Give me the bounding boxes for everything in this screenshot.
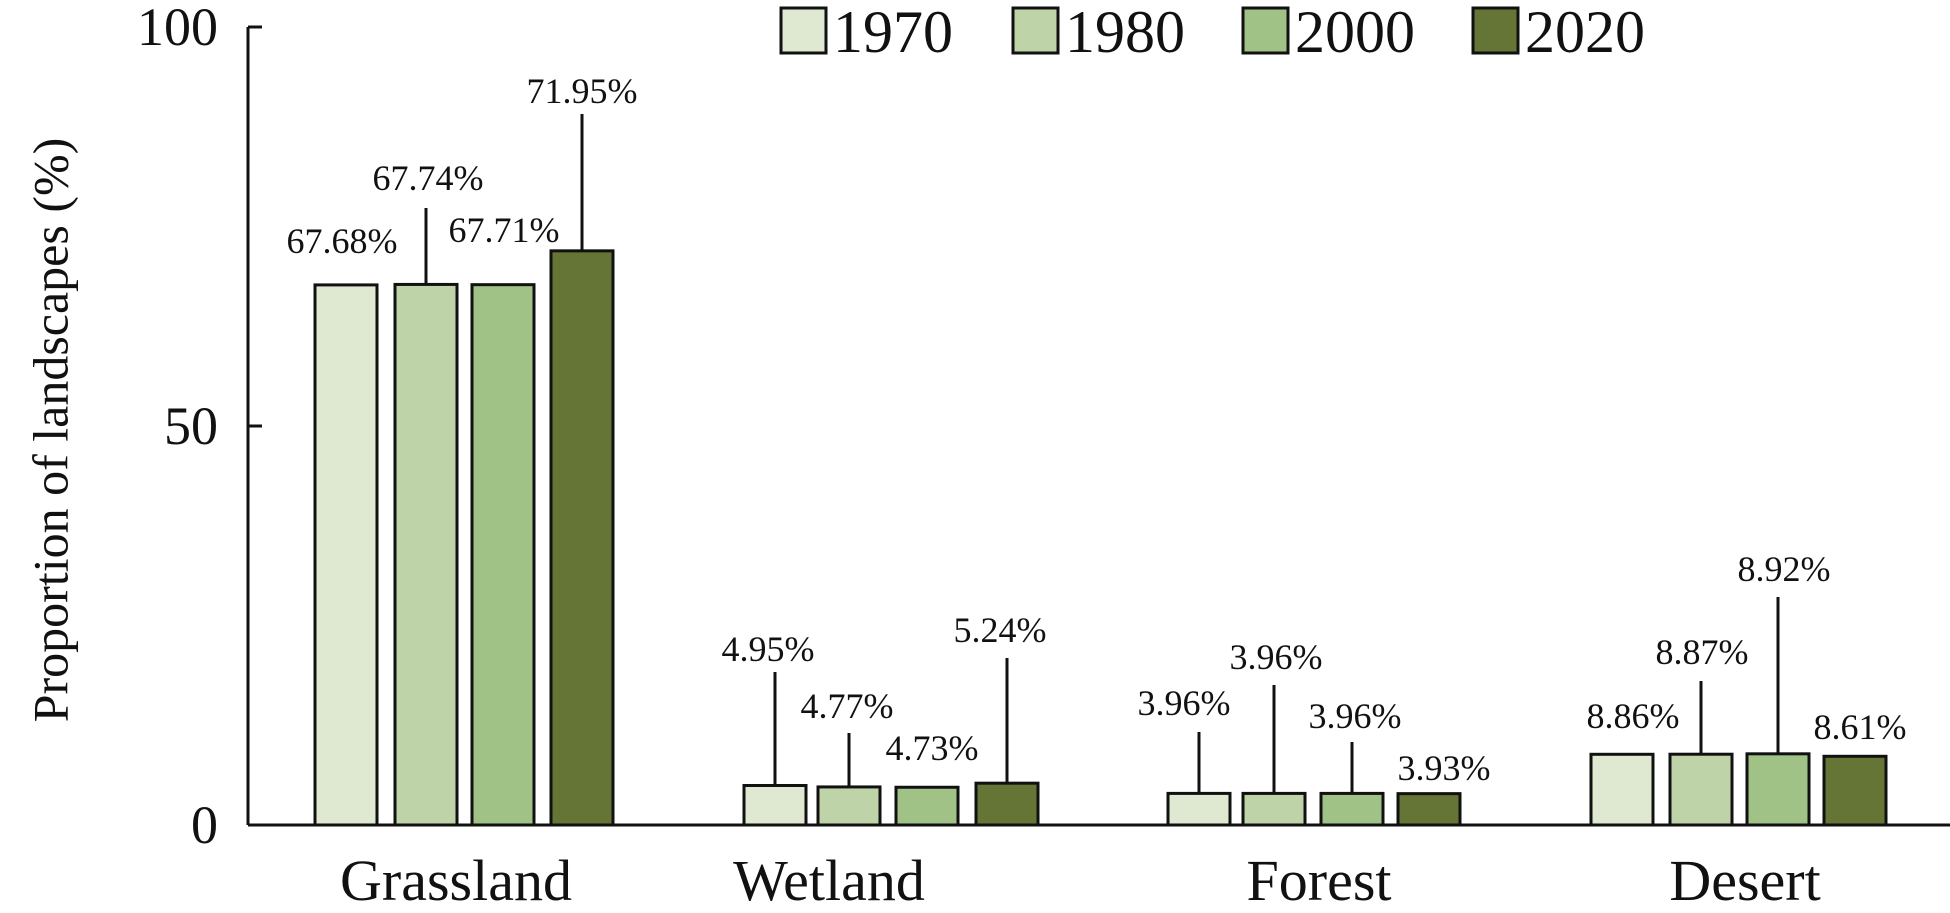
bars bbox=[313, 249, 1888, 827]
legend-swatch-1970 bbox=[779, 6, 828, 55]
x-tick-label-desert: Desert bbox=[1669, 848, 1820, 913]
legend: 1970 1980 2000 2020 bbox=[779, 0, 1645, 65]
data-label-wetland-1980: 4.77% bbox=[801, 686, 894, 726]
legend-swatch-2020 bbox=[1471, 6, 1520, 55]
data-label-grassland-1970: 67.68% bbox=[287, 221, 398, 261]
bar-forest-2020 bbox=[1396, 792, 1462, 827]
data-label-grassland-2020: 71.95% bbox=[527, 71, 638, 111]
bar-desert-1970 bbox=[1589, 752, 1655, 827]
bar-grassland-1970 bbox=[313, 283, 379, 827]
legend-label-2020: 2020 bbox=[1525, 0, 1645, 65]
data-label-desert-1970: 8.86% bbox=[1587, 696, 1680, 736]
bar-wetland-1980 bbox=[816, 785, 882, 827]
legend-label-1970: 1970 bbox=[833, 0, 953, 65]
data-label-wetland-2020: 5.24% bbox=[954, 610, 1047, 650]
data-label-grassland-2000: 67.71% bbox=[449, 210, 560, 250]
x-tick-label-grassland: Grassland bbox=[340, 848, 572, 913]
data-label-forest-2020: 3.93% bbox=[1398, 748, 1491, 788]
bar-grassland-1980 bbox=[393, 282, 459, 827]
data-labels: 67.68% 67.74% 67.71% 71.95% 4.95% 4.77%4.73% 5… bbox=[287, 71, 1907, 794]
legend-label-1980: 1980 bbox=[1065, 0, 1185, 65]
bar-grassland-2020 bbox=[549, 249, 615, 827]
x-ticks: Grassland Wetland Forest Desert bbox=[340, 848, 1821, 913]
legend-swatch-1980 bbox=[1011, 6, 1060, 55]
x-tick-label-wetland: Wetland bbox=[733, 848, 925, 913]
bar-forest-2000 bbox=[1319, 791, 1385, 827]
y-tick-label: 50 bbox=[164, 396, 218, 456]
bar-forest-1980 bbox=[1241, 791, 1307, 827]
y-tick-label: 0 bbox=[191, 795, 218, 855]
bar-wetland-2020 bbox=[974, 781, 1040, 827]
bar-wetland-1970 bbox=[742, 783, 808, 827]
data-label-desert-2000: 8.92% bbox=[1738, 549, 1831, 589]
x-tick-label-forest: Forest bbox=[1247, 848, 1392, 913]
bar-desert-1980 bbox=[1668, 752, 1734, 827]
data-label-desert-1980: 8.87% bbox=[1656, 632, 1749, 672]
y-tick-label: 100 bbox=[137, 0, 218, 57]
data-label-forest-1970: 3.96% bbox=[1138, 683, 1231, 723]
data-label-wetland-1970: 4.95% bbox=[722, 629, 815, 669]
bar-desert-2020 bbox=[1822, 754, 1888, 827]
bar-forest-1970 bbox=[1166, 791, 1232, 827]
bar-desert-2000 bbox=[1745, 752, 1811, 827]
data-label-wetland-2000: 4.73% bbox=[886, 728, 979, 768]
data-label-forest-2000: 3.96% bbox=[1309, 696, 1402, 736]
legend-swatch-2000 bbox=[1241, 6, 1290, 55]
bar-grassland-2000 bbox=[470, 283, 536, 827]
data-label-grassland-1980: 67.74% bbox=[373, 158, 484, 198]
y-axis-label: Proportion of landscapes (%) bbox=[23, 138, 79, 723]
data-label-desert-2020: 8.61% bbox=[1814, 707, 1907, 747]
y-ticks: 0 50 100 bbox=[137, 0, 262, 855]
data-label-forest-1980: 3.96% bbox=[1230, 637, 1323, 677]
bar-wetland-2000 bbox=[894, 785, 960, 827]
legend-label-2000: 2000 bbox=[1295, 0, 1415, 65]
